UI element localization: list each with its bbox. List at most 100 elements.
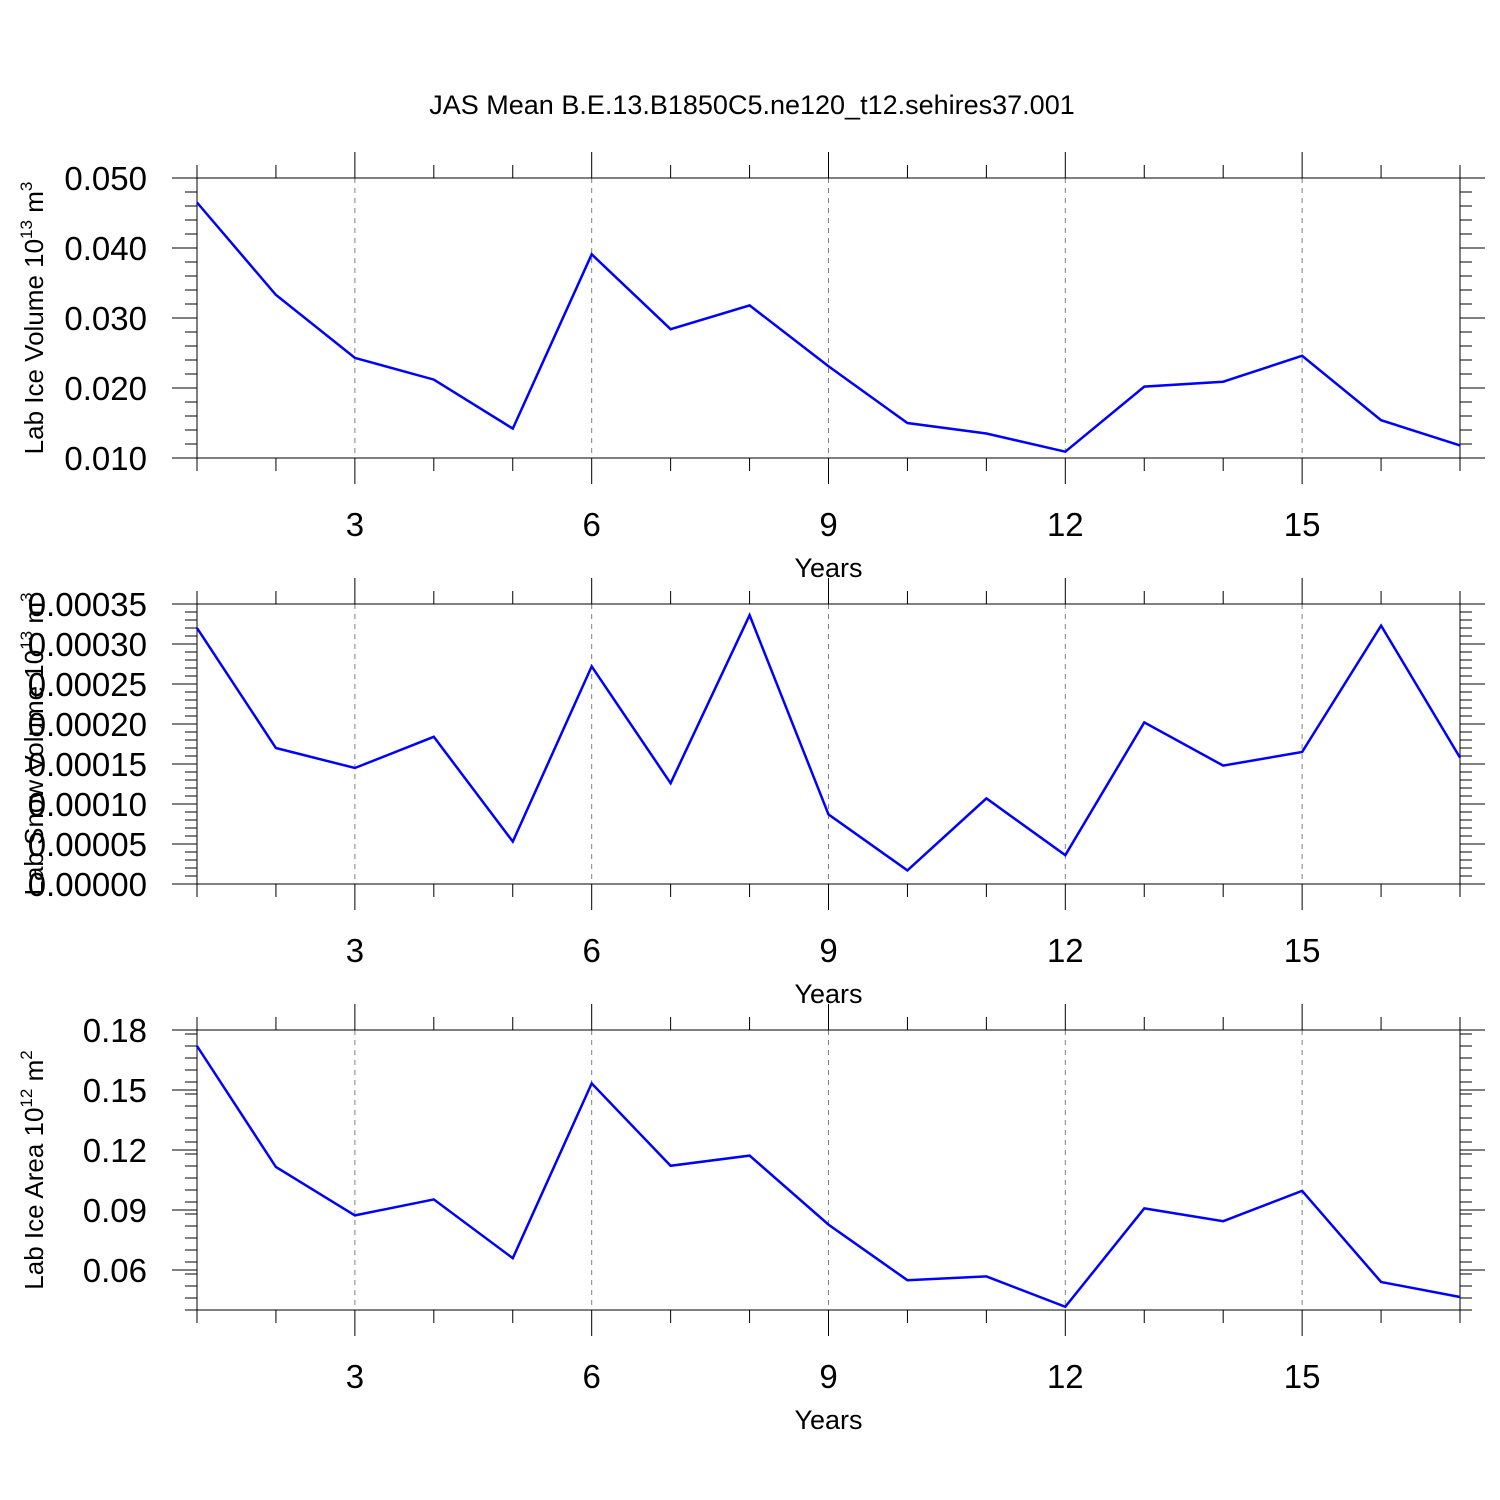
y-axis-label-exp: 13 — [17, 220, 36, 239]
data-point — [1142, 720, 1146, 724]
panel-2: 0.000000.000050.000100.000150.000200.000… — [17, 578, 1485, 1009]
data-point — [1379, 624, 1383, 628]
y-tick-label: 0.050 — [64, 160, 147, 197]
data-point — [669, 327, 673, 331]
data-point — [511, 427, 515, 431]
data-point — [353, 766, 357, 770]
x-tick-label: 9 — [819, 506, 837, 543]
y-tick-label: 0.00030 — [28, 626, 147, 663]
data-point — [748, 613, 752, 617]
data-point — [905, 421, 909, 425]
data-point — [905, 1278, 909, 1282]
y-axis-label-main: Lab Ice Volume 10 — [19, 239, 49, 454]
data-point — [1063, 853, 1067, 857]
y-tick-label: 0.020 — [64, 370, 147, 407]
x-tick-label: 6 — [583, 932, 601, 969]
series-line — [196, 201, 1461, 454]
data-point — [1221, 764, 1225, 768]
y-axis-label-unit-exp: 3 — [17, 592, 36, 601]
data-point — [195, 1044, 199, 1048]
y-axis-label: Lab Ice Area 1012 m2 — [17, 1050, 49, 1289]
y-axis-label-exp: 12 — [17, 1089, 36, 1108]
data-point — [511, 840, 515, 844]
x-tick-label: 15 — [1284, 932, 1321, 969]
chart-title: JAS Mean B.E.13.B1850C5.ne120_t12.sehire… — [429, 90, 1074, 120]
y-axis-label-unit: m — [19, 1060, 49, 1089]
data-point — [984, 432, 988, 436]
data-point — [748, 1154, 752, 1158]
y-tick-label: 0.09 — [83, 1192, 147, 1229]
y-axis-label-unit-exp: 2 — [17, 1050, 36, 1059]
y-tick-label: 0.12 — [83, 1132, 147, 1169]
data-point — [195, 201, 199, 205]
data-point — [353, 1213, 357, 1217]
data-point — [905, 868, 909, 872]
data-point — [195, 626, 199, 630]
data-point — [590, 1081, 594, 1085]
data-point — [432, 1197, 436, 1201]
y-axis-label-main: Lab Ice Area 10 — [19, 1108, 49, 1290]
data-point — [1221, 1219, 1225, 1223]
data-point — [353, 356, 357, 360]
x-axis-label: Years — [794, 1405, 862, 1435]
data-point — [827, 812, 831, 816]
data-point — [1458, 1295, 1462, 1299]
y-tick-label: 0.00015 — [28, 746, 147, 783]
panel-3: 0.06 0.09 0.12 0.15 0.18 3 6 9 12 15 Years Lab Ice … — [17, 1004, 1485, 1435]
y-tick-label: 0.00025 — [28, 666, 147, 703]
x-tick-label: 9 — [819, 1358, 837, 1395]
data-point — [1300, 354, 1304, 358]
data-point — [827, 364, 831, 368]
data-point — [274, 746, 278, 750]
data-point — [827, 1223, 831, 1227]
data-point — [1379, 1280, 1383, 1284]
data-point — [984, 1274, 988, 1278]
x-tick-label: 12 — [1047, 1358, 1084, 1395]
series-line — [195, 612, 1462, 873]
data-point — [274, 1165, 278, 1169]
series-line — [195, 1045, 1461, 1309]
data-point — [274, 293, 278, 297]
data-point — [1142, 385, 1146, 389]
y-tick-label: 0.00010 — [28, 786, 147, 823]
y-tick-label: 0.040 — [64, 230, 147, 267]
data-point — [1458, 756, 1462, 760]
y-tick-label: 0.00020 — [28, 706, 147, 743]
data-point — [1300, 1189, 1304, 1193]
data-point — [1221, 380, 1225, 384]
x-tick-label: 9 — [819, 932, 837, 969]
data-point — [432, 378, 436, 382]
data-point — [1063, 450, 1067, 454]
data-point — [432, 735, 436, 739]
y-tick-label: 0.030 — [64, 300, 147, 337]
data-point — [590, 664, 594, 668]
data-point — [669, 1164, 673, 1168]
data-point — [1458, 443, 1462, 447]
y-axis-label-unit: m — [19, 191, 49, 220]
x-tick-label: 3 — [346, 932, 364, 969]
y-axis-label-exp: 13 — [17, 631, 36, 650]
y-axis-label-unit: m — [19, 602, 49, 631]
x-tick-label: 3 — [346, 506, 364, 543]
y-tick-label: 0.06 — [83, 1252, 147, 1289]
x-tick-label: 15 — [1284, 1358, 1321, 1395]
y-axis-label-unit-exp: 3 — [17, 182, 36, 191]
y-axis-label: Lab Snow Volume 1013 m3 — [17, 592, 49, 895]
x-tick-label: 12 — [1047, 932, 1084, 969]
y-tick-label: 0.010 — [64, 440, 147, 477]
data-point — [1379, 418, 1383, 422]
data-point — [748, 303, 752, 307]
data-point — [590, 252, 594, 256]
y-tick-label: 0.00005 — [28, 826, 147, 863]
data-point — [1142, 1206, 1146, 1210]
x-tick-label: 6 — [583, 506, 601, 543]
y-tick-label: 0.00035 — [28, 586, 147, 623]
y-tick-label: 0.15 — [83, 1072, 147, 1109]
data-point — [1300, 750, 1304, 754]
data-point — [1063, 1305, 1067, 1309]
x-tick-label: 15 — [1284, 506, 1321, 543]
data-point — [669, 781, 673, 785]
y-axis-label-main: Lab Snow Volume 10 — [19, 650, 49, 896]
